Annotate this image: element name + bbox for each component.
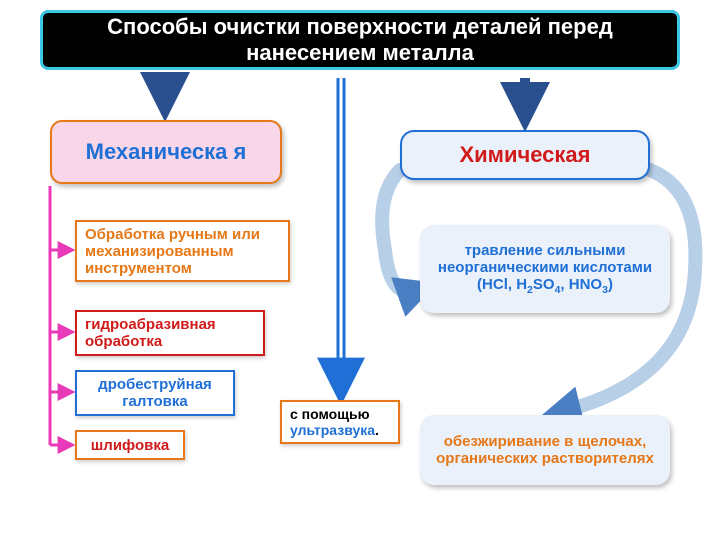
chem-item-1: травление сильными неорганическими кисло… <box>420 225 670 313</box>
ultrasound-text: с помощью ультразвука. <box>290 406 390 438</box>
chemical-label: Химическая <box>459 142 590 168</box>
mech-item-2-text: гидроабразивная обработка <box>85 316 255 350</box>
mech-item-3-text: дробеструйная галтовка <box>85 376 225 410</box>
mech-item-1: Обработка ручным или механизированным ин… <box>75 220 290 282</box>
title-box: Способы очистки поверхности деталей пере… <box>40 10 680 70</box>
mech-item-2: гидроабразивная обработка <box>75 310 265 356</box>
chem-item-1-text: травление сильными неорганическими кисло… <box>430 242 660 296</box>
ultrasound-node: с помощью ультразвука. <box>280 400 400 444</box>
mechanical-node: Механическа я <box>50 120 282 184</box>
mech-item-4-text: шлифовка <box>91 437 169 454</box>
chemical-node: Химическая <box>400 130 650 180</box>
chem-item-2-text: обезжиривание в щелочах, органических ра… <box>430 433 660 467</box>
title-text: Способы очистки поверхности деталей пере… <box>53 14 667 67</box>
mech-item-3: дробеструйная галтовка <box>75 370 235 416</box>
chem-item-2: обезжиривание в щелочах, органических ра… <box>420 415 670 485</box>
mech-item-4: шлифовка <box>75 430 185 460</box>
mechanical-label: Механическа я <box>86 139 247 165</box>
mech-item-1-text: Обработка ручным или механизированным ин… <box>85 226 280 277</box>
